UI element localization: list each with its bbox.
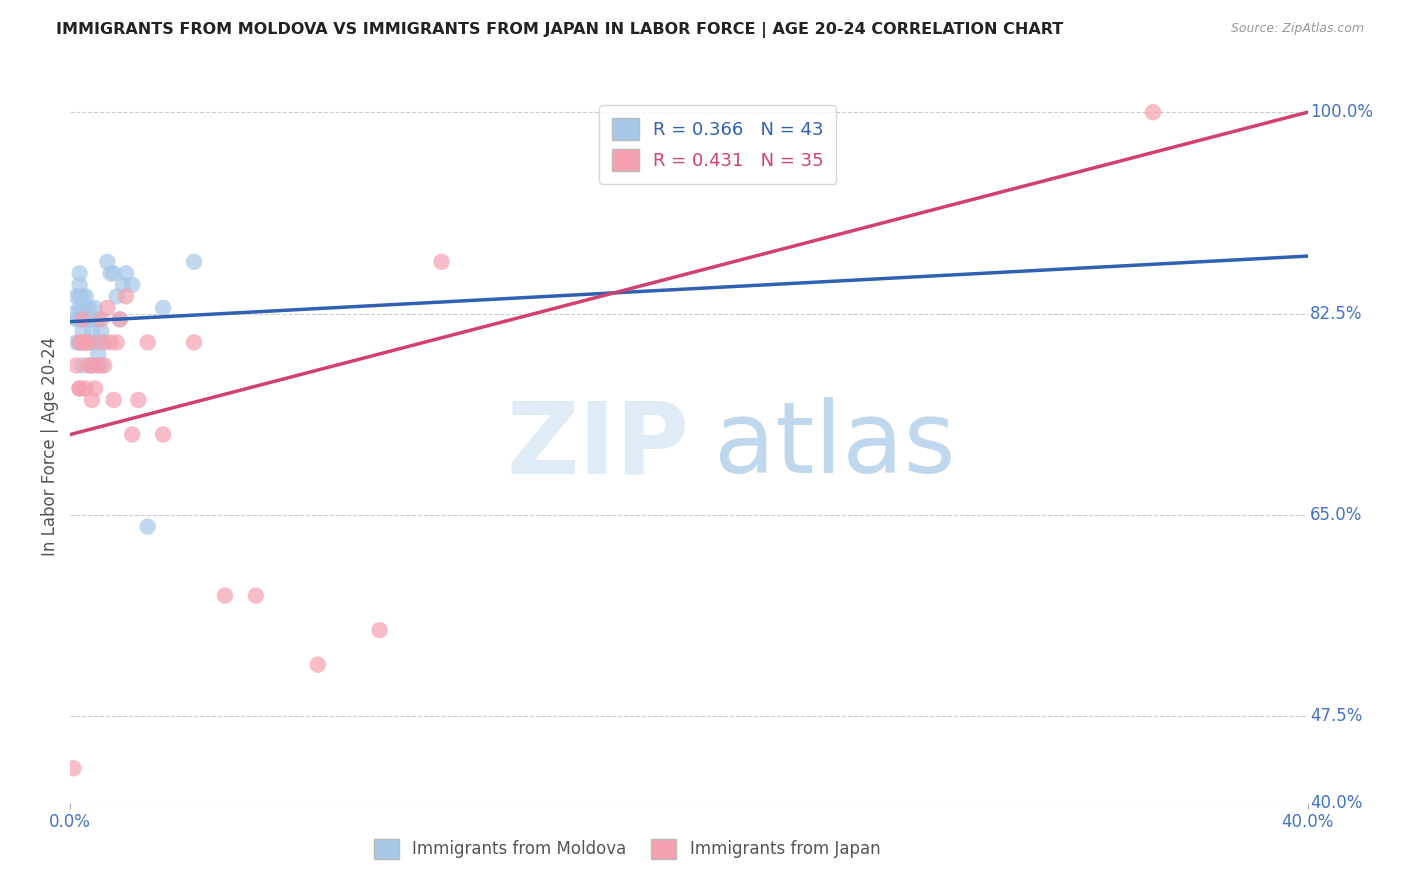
- Point: [80, 312, 103, 326]
- Point: [96, 255, 118, 269]
- Point: [75, 335, 97, 350]
- Point: [80, 359, 103, 373]
- Point: [121, 277, 143, 292]
- Point: [183, 255, 205, 269]
- Point: [368, 623, 391, 637]
- Point: [77, 359, 100, 373]
- Point: [69, 312, 91, 326]
- Point: [62, 761, 84, 775]
- Point: [430, 255, 453, 269]
- Point: [84, 301, 107, 315]
- Text: 65.0%: 65.0%: [1310, 506, 1362, 524]
- Point: [75, 301, 97, 315]
- Point: [72, 335, 94, 350]
- Text: atlas: atlas: [714, 398, 955, 494]
- Point: [1142, 105, 1164, 120]
- Point: [72, 359, 94, 373]
- Point: [127, 392, 149, 407]
- Point: [93, 335, 115, 350]
- Point: [93, 359, 115, 373]
- Point: [77, 312, 100, 326]
- Point: [115, 266, 138, 280]
- Point: [152, 427, 174, 442]
- Legend: Immigrants from Moldova, Immigrants from Japan: Immigrants from Moldova, Immigrants from…: [367, 832, 887, 866]
- Point: [90, 335, 112, 350]
- Point: [69, 335, 91, 350]
- Point: [65, 359, 87, 373]
- Point: [100, 335, 122, 350]
- Point: [72, 289, 94, 303]
- Point: [111, 277, 134, 292]
- Text: 100.0%: 100.0%: [1310, 103, 1374, 121]
- Point: [136, 519, 159, 533]
- Point: [69, 335, 91, 350]
- Point: [62, 307, 84, 321]
- Point: [307, 657, 329, 672]
- Point: [69, 289, 91, 303]
- Point: [103, 392, 125, 407]
- Point: [75, 335, 97, 350]
- Point: [75, 381, 97, 395]
- Point: [77, 335, 100, 350]
- Point: [80, 359, 103, 373]
- Point: [152, 301, 174, 315]
- Point: [69, 381, 91, 395]
- Point: [77, 335, 100, 350]
- Point: [183, 335, 205, 350]
- Point: [90, 324, 112, 338]
- Point: [75, 289, 97, 303]
- Point: [69, 301, 91, 315]
- Text: IMMIGRANTS FROM MOLDOVA VS IMMIGRANTS FROM JAPAN IN LABOR FORCE | AGE 20-24 CORR: IMMIGRANTS FROM MOLDOVA VS IMMIGRANTS FR…: [56, 22, 1063, 38]
- Point: [72, 324, 94, 338]
- Point: [214, 589, 236, 603]
- Point: [121, 427, 143, 442]
- Point: [69, 381, 91, 395]
- Point: [84, 381, 107, 395]
- Point: [245, 589, 267, 603]
- Point: [90, 312, 112, 326]
- Text: 47.5%: 47.5%: [1310, 707, 1362, 725]
- Point: [65, 289, 87, 303]
- Point: [87, 312, 110, 326]
- Point: [108, 312, 131, 326]
- Point: [80, 392, 103, 407]
- Point: [115, 289, 138, 303]
- Point: [75, 312, 97, 326]
- Text: ZIP: ZIP: [506, 398, 689, 494]
- Point: [69, 266, 91, 280]
- Point: [72, 312, 94, 326]
- Point: [103, 266, 125, 280]
- Point: [108, 312, 131, 326]
- Point: [77, 301, 100, 315]
- Point: [105, 335, 128, 350]
- Point: [96, 301, 118, 315]
- Point: [105, 289, 128, 303]
- Y-axis label: In Labor Force | Age 20-24: In Labor Force | Age 20-24: [41, 336, 59, 556]
- Point: [87, 359, 110, 373]
- Point: [65, 335, 87, 350]
- Point: [69, 277, 91, 292]
- Text: 40.0%: 40.0%: [1310, 794, 1362, 812]
- Point: [80, 324, 103, 338]
- Point: [87, 347, 110, 361]
- Point: [100, 266, 122, 280]
- Point: [72, 312, 94, 326]
- Point: [90, 359, 112, 373]
- Point: [84, 335, 107, 350]
- Text: 82.5%: 82.5%: [1310, 305, 1362, 323]
- Text: Source: ZipAtlas.com: Source: ZipAtlas.com: [1230, 22, 1364, 36]
- Point: [65, 312, 87, 326]
- Point: [72, 301, 94, 315]
- Point: [136, 335, 159, 350]
